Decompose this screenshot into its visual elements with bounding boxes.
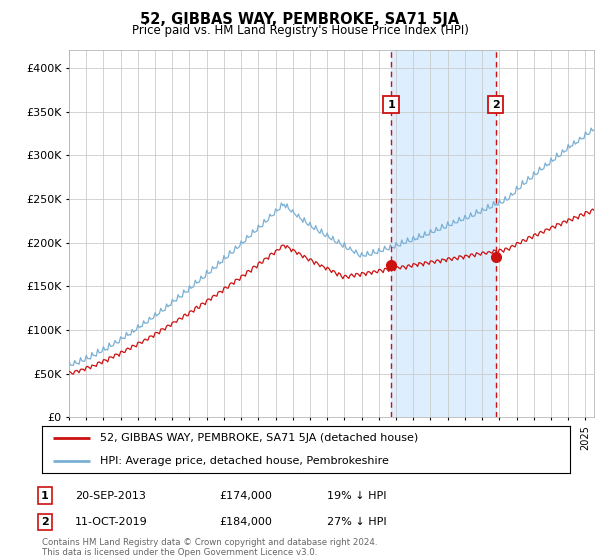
Text: 52, GIBBAS WAY, PEMBROKE, SA71 5JA (detached house): 52, GIBBAS WAY, PEMBROKE, SA71 5JA (deta… (100, 433, 418, 443)
Text: 11-OCT-2019: 11-OCT-2019 (75, 517, 148, 527)
Text: 27% ↓ HPI: 27% ↓ HPI (327, 517, 386, 527)
Text: 2: 2 (41, 517, 49, 527)
Text: 52, GIBBAS WAY, PEMBROKE, SA71 5JA: 52, GIBBAS WAY, PEMBROKE, SA71 5JA (140, 12, 460, 27)
Text: £184,000: £184,000 (219, 517, 272, 527)
Text: Contains HM Land Registry data © Crown copyright and database right 2024.
This d: Contains HM Land Registry data © Crown c… (42, 538, 377, 557)
Text: 20-SEP-2013: 20-SEP-2013 (75, 491, 146, 501)
Bar (391, 50, 496, 417)
Text: 1: 1 (41, 491, 49, 501)
Text: HPI: Average price, detached house, Pembrokeshire: HPI: Average price, detached house, Pemb… (100, 456, 389, 466)
Text: 1: 1 (388, 100, 395, 110)
Text: £174,000: £174,000 (219, 491, 272, 501)
Text: 2: 2 (491, 100, 499, 110)
Text: Price paid vs. HM Land Registry's House Price Index (HPI): Price paid vs. HM Land Registry's House … (131, 24, 469, 37)
Text: 19% ↓ HPI: 19% ↓ HPI (327, 491, 386, 501)
